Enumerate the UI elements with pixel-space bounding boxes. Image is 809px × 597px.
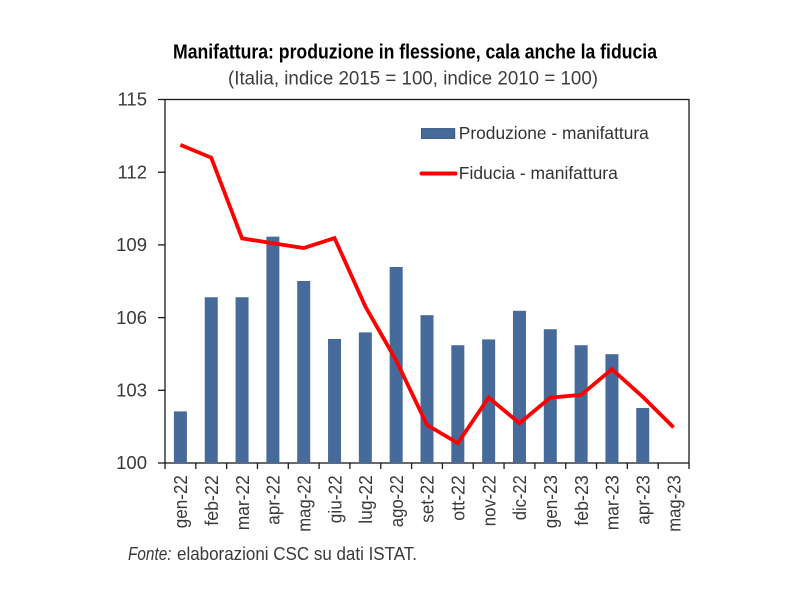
svg-text:Fiducia - manifattura: Fiducia - manifattura bbox=[459, 163, 618, 183]
svg-text:gen-22: gen-22 bbox=[170, 475, 191, 528]
svg-text:103: 103 bbox=[116, 380, 147, 401]
svg-text:dic-22: dic-22 bbox=[509, 475, 530, 520]
svg-text:112: 112 bbox=[118, 161, 148, 182]
svg-text:mar-23: mar-23 bbox=[602, 475, 623, 530]
svg-text:115: 115 bbox=[118, 89, 148, 110]
svg-text:Produzione - manifattura: Produzione - manifattura bbox=[459, 123, 649, 143]
svg-text:feb-22: feb-22 bbox=[201, 475, 222, 526]
svg-text:mar-22: mar-22 bbox=[232, 475, 253, 530]
svg-text:(Italia, indice 2015 = 100, in: (Italia, indice 2015 = 100, indice 2010 … bbox=[228, 67, 598, 89]
svg-text:elaborazioni CSC su dati ISTAT: elaborazioni CSC su dati ISTAT. bbox=[177, 544, 417, 564]
svg-text:gen-23: gen-23 bbox=[540, 475, 561, 528]
svg-text:106: 106 bbox=[116, 307, 147, 328]
svg-text:giu-22: giu-22 bbox=[324, 475, 345, 523]
svg-text:apr-23: apr-23 bbox=[633, 475, 654, 525]
svg-text:ott-22: ott-22 bbox=[448, 475, 469, 521]
svg-text:109: 109 bbox=[116, 234, 147, 255]
svg-text:ago-22: ago-22 bbox=[386, 475, 407, 527]
svg-text:Fonte:: Fonte: bbox=[128, 544, 172, 564]
svg-text:nov-22: nov-22 bbox=[478, 475, 499, 526]
svg-text:set-22: set-22 bbox=[417, 475, 438, 523]
svg-text:feb-23: feb-23 bbox=[571, 475, 592, 526]
svg-text:Manifattura: produzione in fle: Manifattura: produzione in flessione, ca… bbox=[173, 42, 658, 64]
svg-text:mag-22: mag-22 bbox=[293, 475, 314, 532]
svg-text:mag-23: mag-23 bbox=[663, 475, 684, 532]
svg-text:100: 100 bbox=[116, 452, 147, 473]
svg-text:lug-22: lug-22 bbox=[355, 475, 376, 524]
svg-text:apr-22: apr-22 bbox=[263, 475, 284, 525]
